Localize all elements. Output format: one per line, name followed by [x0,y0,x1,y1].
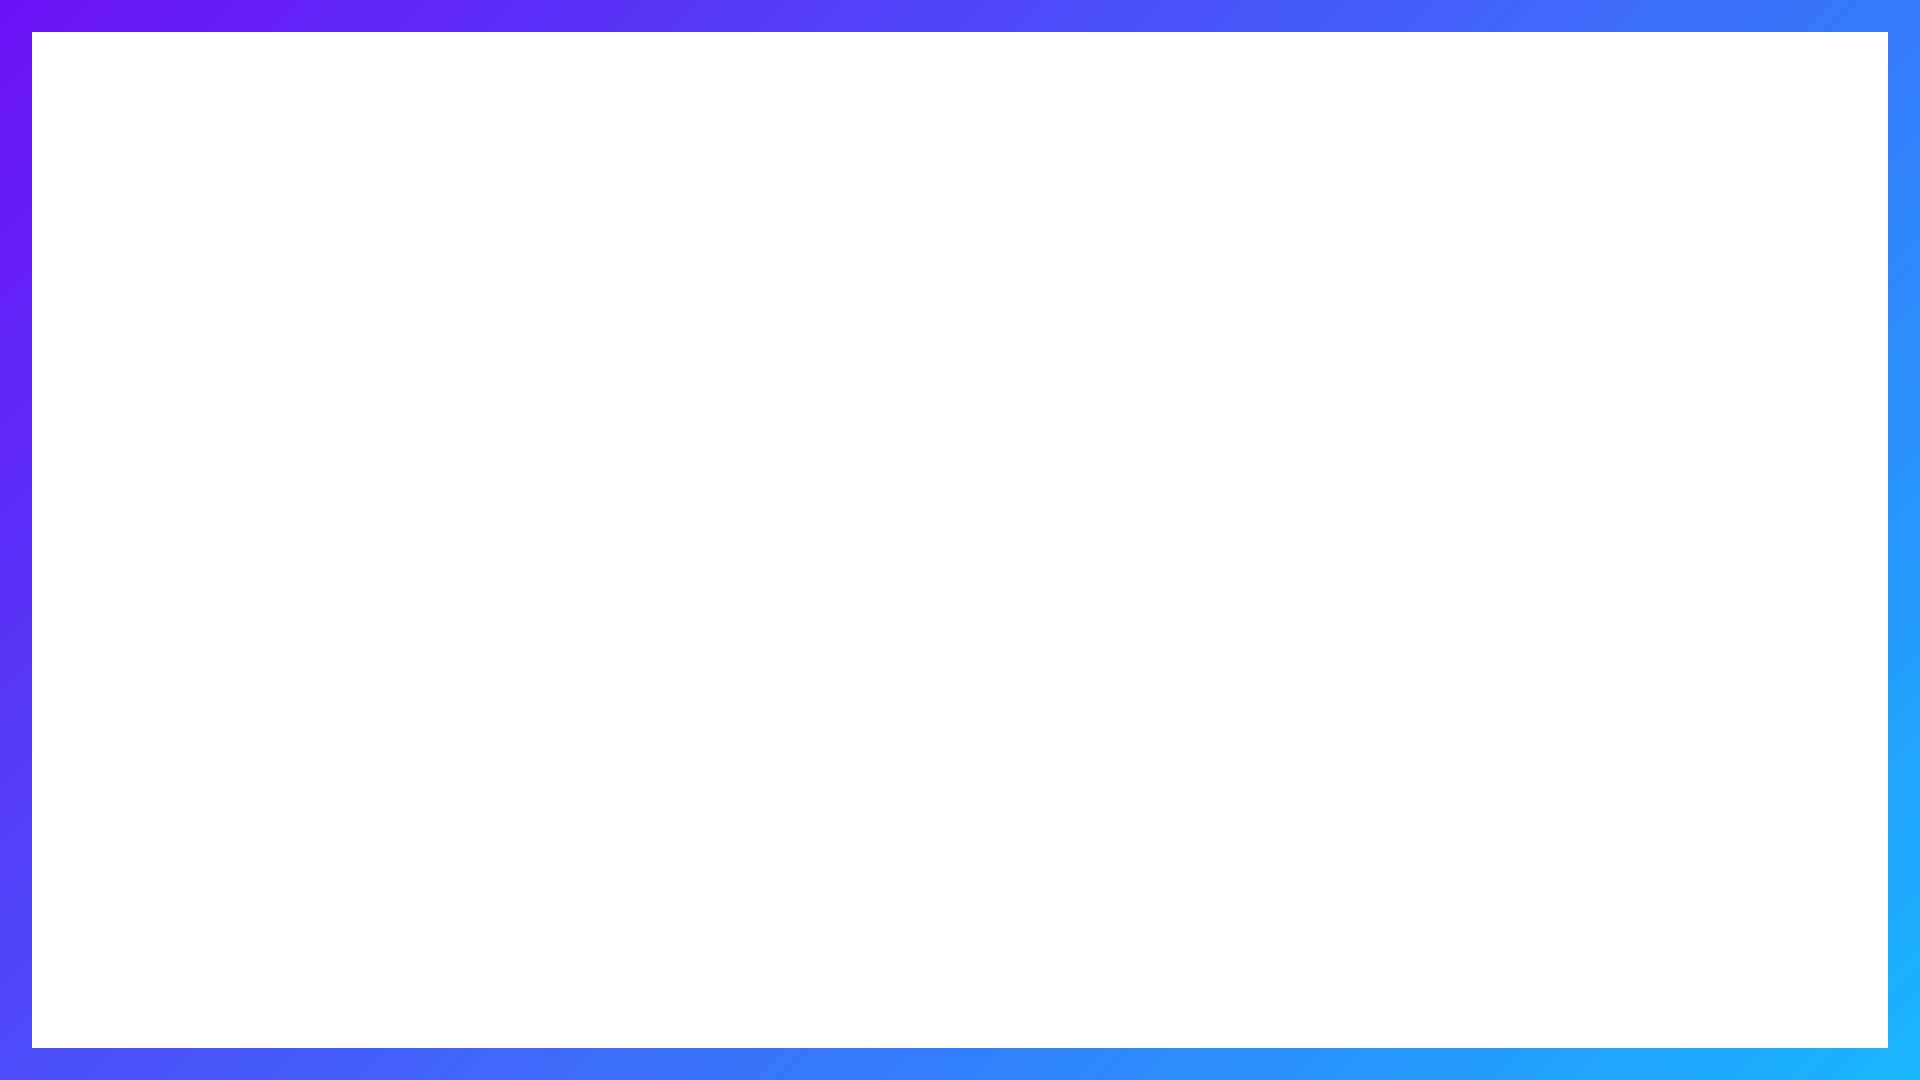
chart-canvas [32,32,1888,1048]
